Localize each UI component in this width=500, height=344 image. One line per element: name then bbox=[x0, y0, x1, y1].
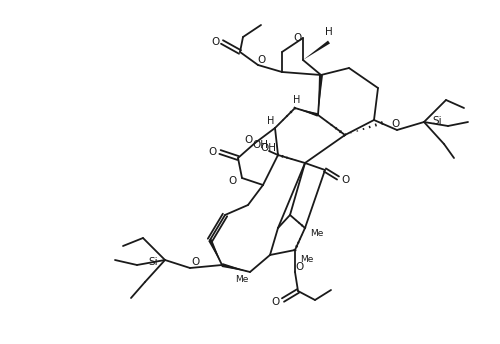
Text: Me: Me bbox=[236, 276, 248, 284]
Text: O: O bbox=[293, 33, 301, 43]
Text: H: H bbox=[294, 95, 300, 105]
Text: O: O bbox=[211, 37, 219, 47]
Text: O: O bbox=[191, 257, 199, 267]
Text: O: O bbox=[341, 175, 349, 185]
Text: H: H bbox=[268, 116, 274, 126]
Text: O: O bbox=[296, 262, 304, 272]
Text: O: O bbox=[244, 135, 252, 145]
Text: Si: Si bbox=[148, 257, 158, 267]
Polygon shape bbox=[295, 108, 318, 117]
Text: Si: Si bbox=[432, 116, 442, 126]
Text: Me: Me bbox=[300, 256, 314, 265]
Text: OH: OH bbox=[260, 143, 276, 153]
Polygon shape bbox=[318, 75, 323, 115]
Polygon shape bbox=[208, 239, 222, 265]
Text: O: O bbox=[258, 55, 266, 65]
Polygon shape bbox=[303, 41, 330, 60]
Text: H: H bbox=[325, 27, 333, 37]
Text: O: O bbox=[391, 119, 399, 129]
Polygon shape bbox=[222, 263, 250, 272]
Text: Me: Me bbox=[310, 228, 324, 237]
Text: OH: OH bbox=[252, 140, 268, 150]
Text: O: O bbox=[272, 297, 280, 307]
Text: O: O bbox=[228, 176, 236, 186]
Text: O: O bbox=[208, 147, 216, 157]
